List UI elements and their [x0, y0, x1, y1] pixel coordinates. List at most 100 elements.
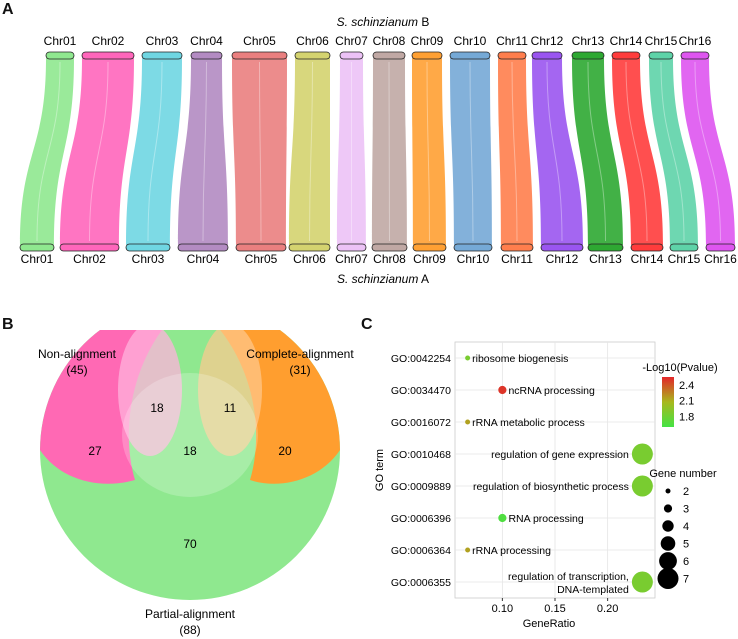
synteny-streak-chr09	[426, 61, 430, 242]
legend-size-dot	[657, 568, 679, 589]
bottom-chromosome-label: Chr01	[21, 252, 54, 266]
y-tick-label: GO:0009889	[391, 481, 451, 493]
synteny-streak-chr01	[36, 61, 61, 242]
venn-set-partial-total: (88)	[179, 623, 200, 637]
go-point	[465, 355, 471, 361]
synteny-ribbon-chr02	[60, 58, 134, 245]
top-chromosome-label: Chr04	[190, 34, 223, 48]
y-tick-label: GO:0010468	[391, 449, 451, 461]
venn-diagram: Non-alignment (45) Complete-alignment (3…	[38, 330, 354, 637]
legend-color-tick-label: 2.1	[679, 396, 694, 408]
synteny-ribbon-chr08	[372, 58, 407, 245]
legend-color-tick-label: 1.8	[679, 411, 694, 423]
legend-size-dot	[662, 520, 674, 532]
y-tick-label: GO:0016072	[391, 417, 451, 429]
top-chromosome-chr13	[571, 51, 605, 60]
top-chromosome-label: Chr11	[496, 34, 528, 48]
synteny-ribbon-chr01	[20, 58, 74, 245]
venn-count-complete-partial: 11	[224, 401, 237, 415]
venn-set-complete-total: (31)	[289, 363, 310, 377]
go-point	[465, 419, 471, 425]
venn-complete-partial-overlap	[198, 330, 262, 456]
venn-count-complete-only: 20	[278, 444, 292, 458]
go-term-label: regulation of gene expression	[491, 449, 629, 461]
synteny-streak-chr15	[660, 61, 685, 242]
synteny-streak-chr04	[202, 61, 207, 242]
synteny-ribbon-chr03	[126, 58, 182, 245]
bottom-chromosome-label: Chr15	[668, 252, 701, 266]
bottom-chromosome-label: Chr12	[546, 252, 579, 266]
top-chromosome-chr01	[45, 51, 75, 60]
top-genome-species: S. schinzianum	[337, 15, 418, 29]
top-chromosome-label: Chr14	[610, 34, 643, 48]
top-chromosome-chr07	[339, 51, 364, 60]
go-bubble-chart: GO term GeneRatio 0.10 0.15 0.20 GO:0042254…	[374, 341, 718, 630]
bottom-chromosome-chr08	[371, 243, 408, 252]
synteny-streak-chr06	[309, 61, 313, 242]
synteny-ribbon-chr15	[649, 58, 698, 245]
bottom-chromosome-chr02	[59, 243, 120, 252]
top-genome-suffix: B	[421, 15, 429, 29]
synteny-plot: S. schinzianum B S. schinzianum A Chr01 C…	[19, 15, 737, 286]
x-axis-label: GeneRatio	[523, 618, 576, 630]
go-term-label: regulation of biosynthetic process	[473, 481, 629, 493]
synteny-streak-chr02	[89, 61, 109, 242]
go-term-label: DNA-templated	[557, 584, 629, 596]
synteny-streak-chr11	[511, 61, 518, 242]
bottom-chromosome-chr07	[336, 243, 367, 252]
venn-non-only-region	[40, 330, 190, 484]
y-tick-label: GO:0042254	[391, 353, 451, 365]
top-chromosome-chr09	[411, 51, 443, 60]
venn-center-overlap	[122, 373, 258, 497]
venn-set-non-name: Non-alignment	[38, 347, 117, 361]
go-term-label: ribosome biogenesis	[472, 353, 568, 365]
bottom-genome-suffix: A	[421, 272, 429, 286]
bottom-chromosome-chr12	[540, 243, 584, 252]
bottom-chromosome-label: Chr14	[631, 252, 664, 266]
y-tick-label: GO:0006364	[391, 545, 451, 557]
top-chromosome-chr11	[497, 51, 527, 60]
legend-size-dot	[660, 536, 676, 551]
synteny-ribbon-chr06	[289, 58, 330, 245]
synteny-ribbon-chr05	[232, 58, 287, 245]
synteny-ribbon-chr14	[612, 58, 663, 245]
bottom-chromosome-label: Chr09	[413, 252, 446, 266]
synteny-streak-chr14	[625, 61, 648, 242]
top-chromosome-label: Chr08	[373, 34, 406, 48]
bottom-chromosome-label: Chr06	[293, 252, 326, 266]
bottom-chromosome-chr13	[587, 243, 624, 252]
synteny-streak-chr12	[546, 61, 563, 242]
y-tick-label: GO:0006355	[391, 577, 451, 589]
go-term-label: ncRNA processing	[508, 385, 595, 397]
legend-size-dot	[663, 504, 673, 513]
legend-size-label: 2	[683, 486, 689, 498]
legend-color-title: -Log10(Pvalue)	[642, 362, 717, 374]
go-term-label: rRNA metabolic process	[472, 417, 585, 429]
legend-size-label: 3	[683, 504, 689, 516]
top-genome-label: S. schinzianum B	[337, 15, 430, 29]
go-term-label: regulation of transcription,	[508, 571, 629, 583]
bottom-chromosome-chr03	[125, 243, 171, 252]
bottom-chromosome-chr10	[453, 243, 493, 252]
panel-label-c: C	[361, 316, 373, 333]
panel-label-a: A	[2, 1, 14, 18]
legend-size-label: 6	[683, 556, 689, 568]
top-chromosome-chr05	[231, 51, 288, 60]
bottom-chromosome-chr06	[288, 243, 331, 252]
top-chromosome-label: Chr06	[296, 34, 329, 48]
bottom-chromosome-chr01	[19, 243, 55, 252]
top-chromosome-label: Chr15	[645, 34, 678, 48]
venn-complete-only-region	[190, 330, 340, 484]
go-point	[631, 475, 653, 497]
top-chromosome-chr12	[531, 51, 563, 60]
top-chromosome-label: Chr05	[243, 34, 276, 48]
panel-label-b: B	[2, 316, 14, 333]
top-chromosome-label: Chr07	[335, 34, 368, 48]
top-chromosome-chr08	[372, 51, 406, 60]
top-chromosome-chr06	[294, 51, 331, 60]
bottom-chromosome-label: Chr02	[73, 252, 106, 266]
top-chromosome-label: Chr02	[92, 34, 125, 48]
bottom-chromosome-label: Chr07	[335, 252, 368, 266]
top-chromosome-chr14	[611, 51, 641, 60]
bottom-chromosome-chr16	[705, 243, 736, 252]
